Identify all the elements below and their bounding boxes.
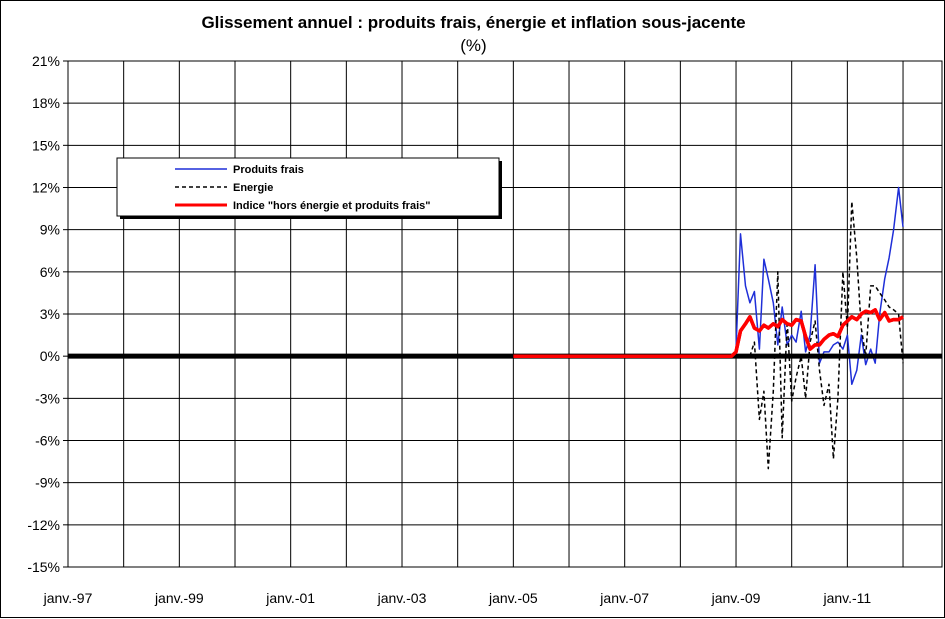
legend-label: Indice "hors énergie et produits frais" — [233, 200, 430, 212]
x-tick-label: janv.-97 — [43, 590, 93, 606]
y-tick-label: 12% — [32, 180, 60, 196]
series-line-energie — [736, 200, 904, 470]
x-tick-label: janv.-11 — [822, 590, 871, 606]
y-tick-label: 18% — [32, 95, 60, 111]
x-tick-label: janv.-03 — [377, 590, 427, 606]
y-tick-label: 3% — [40, 306, 60, 322]
x-axis: janv.-97 janv.-99 janv.-01 janv.-03 janv.-05… — [43, 590, 872, 606]
y-axis: 21% 18% 15% 12% 9% 6% 3% 0% -3% -6% -9% -12% -15% — [27, 53, 68, 575]
x-tick-label: janv.-01 — [265, 590, 315, 606]
y-tick-label: -9% — [35, 475, 60, 491]
legend-label: Produits frais — [233, 164, 304, 176]
y-tick-label: 9% — [40, 222, 60, 238]
y-tick-label: 6% — [40, 264, 60, 280]
y-tick-label: 0% — [40, 348, 60, 364]
series-line-indice-overlay — [513, 308, 904, 358]
y-tick-label: -3% — [35, 390, 60, 406]
chart-title: Glissement annuel : produits frais, éner… — [201, 13, 746, 32]
x-tick-label: janv.-99 — [154, 590, 204, 606]
x-tick-label: janv.-09 — [711, 590, 761, 606]
legend-label: Energie — [233, 182, 273, 194]
zero-axis — [68, 308, 942, 359]
chart-unit-label: (%) — [460, 36, 487, 55]
y-tick-label: 15% — [32, 137, 60, 153]
y-tick-label: -6% — [35, 433, 60, 449]
y-tick-label: -15% — [27, 559, 60, 575]
x-tick-label: janv.-05 — [488, 590, 538, 606]
legend: Produits frais Energie Indice "hors énergi… — [116, 157, 502, 219]
grid-lines — [67, 60, 942, 568]
y-tick-label: 21% — [32, 53, 60, 69]
x-tick-label: janv.-07 — [599, 590, 649, 606]
y-tick-label: -12% — [27, 517, 60, 533]
